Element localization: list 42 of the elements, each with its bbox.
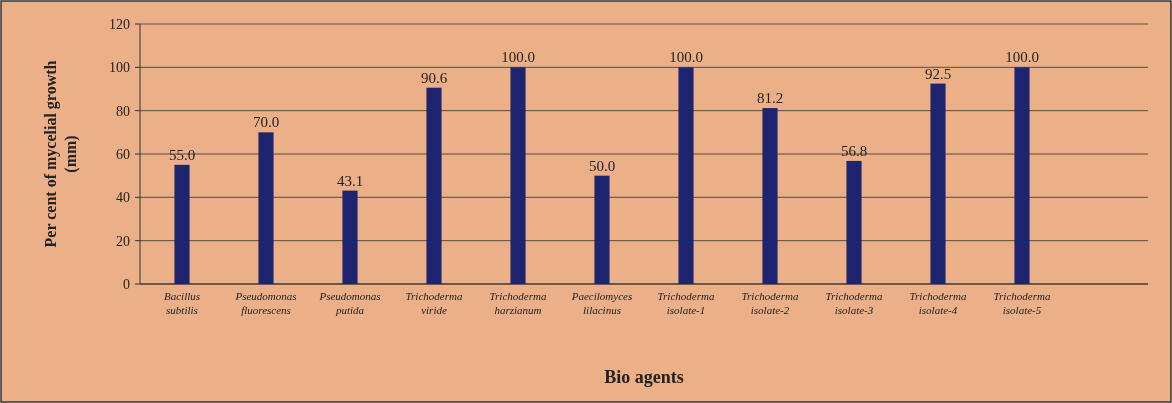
data-label: 100.0 (1005, 49, 1039, 66)
bar (258, 132, 274, 284)
x-tick-label: Pseudomonas putida (318, 290, 381, 316)
x-tick-label: Trichoderma viride (405, 290, 463, 316)
bar (678, 67, 694, 284)
data-label: 55.0 (168, 146, 196, 163)
bar (930, 83, 946, 284)
data-label: 43.1 (336, 172, 364, 189)
bar (1014, 67, 1030, 284)
x-tick-label: Paecilomyces lilacinus (570, 290, 633, 316)
x-tick-label: Trichoderma harzianum (489, 290, 547, 316)
bar (594, 175, 610, 284)
y-tick-label: 60 (116, 146, 130, 162)
bar (762, 108, 778, 284)
data-label: 100.0 (501, 49, 535, 66)
x-tick-label: Trichoderma isolate-5 (993, 290, 1051, 316)
y-tick-label: 20 (116, 233, 130, 249)
x-tick-label: Trichoderma isolate-1 (657, 290, 715, 316)
x-tick-label: Trichoderma isolate-4 (909, 290, 967, 316)
y-tick-label: 120 (109, 16, 130, 32)
data-label: 70.0 (252, 114, 280, 131)
data-label: 92.5 (924, 65, 952, 82)
x-tick-label: Trichoderma isolate-3 (825, 290, 883, 316)
data-label: 90.6 (420, 69, 448, 86)
bar (426, 87, 442, 284)
bar (846, 160, 862, 284)
y-axis-title: Per cent of mycelial growth (mm) (42, 60, 80, 248)
y-tick-label: 80 (116, 103, 130, 119)
x-tick-label: Bacillus subtilis (163, 290, 201, 316)
data-label: 56.8 (840, 142, 868, 159)
bar (510, 67, 526, 284)
data-label: 100.0 (669, 49, 703, 66)
data-label: 81.2 (756, 90, 784, 107)
x-axis-title: Bio agents (604, 367, 684, 387)
y-tick-label: 40 (116, 190, 130, 206)
y-tick-label: 100 (109, 60, 130, 76)
x-tick-label: Trichoderma isolate-2 (741, 290, 799, 316)
x-tick-label: Pseudomonas fluorescens (234, 290, 297, 316)
data-label: 50.0 (588, 157, 616, 174)
y-tick-label: 0 (123, 276, 130, 292)
bar (342, 190, 358, 284)
bar (174, 164, 190, 284)
